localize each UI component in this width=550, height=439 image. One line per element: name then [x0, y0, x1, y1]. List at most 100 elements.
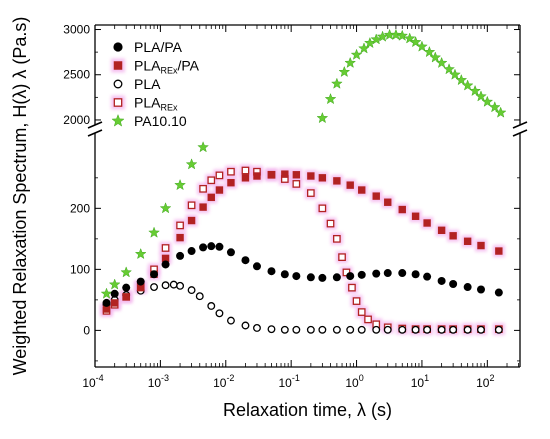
- data-point-pla: [463, 325, 472, 334]
- data-point-pla: [411, 325, 420, 334]
- data-point-pa10-10: [120, 266, 133, 278]
- data-point-pa10-10: [396, 29, 409, 41]
- data-point-pla-pa: [280, 270, 289, 279]
- data-point-plarex: [364, 315, 372, 324]
- data-point-pla-pa: [136, 277, 145, 286]
- data-point-pa10-10: [469, 84, 482, 97]
- data-point-plarex: [338, 253, 346, 262]
- data-point-plarex: [318, 204, 327, 213]
- data-point-plarex-pa: [318, 174, 327, 182]
- data-point-pla: [253, 323, 261, 332]
- data-point-pla-pa: [207, 242, 216, 251]
- data-point-pla-pa: [267, 267, 276, 276]
- data-point-pa10-10: [429, 51, 442, 63]
- data-point-pa10-10: [481, 95, 494, 107]
- data-point-pa10-10: [461, 79, 474, 91]
- axis-break-mark: [87, 121, 103, 129]
- x-tick-label: 100: [345, 373, 363, 390]
- data-point-pa10-10: [494, 106, 507, 118]
- data-point-plarex-pa: [267, 171, 276, 179]
- x-tick-label: 10-1: [278, 373, 299, 390]
- axis-break-mark: [87, 129, 103, 137]
- x-tick-label: 101: [411, 373, 429, 390]
- data-point-pla: [267, 325, 276, 334]
- data-point-pa10-10: [416, 40, 428, 52]
- data-point-plarex-pa: [411, 212, 420, 220]
- axis-break-mark: [512, 129, 528, 137]
- data-point-pla: [449, 325, 458, 334]
- data-marks-layer: [100, 28, 507, 334]
- y-tick-label: 2500: [63, 68, 90, 82]
- data-point-pla: [195, 292, 204, 301]
- data-point-plarex-pa: [358, 186, 366, 194]
- data-point-pla: [187, 286, 196, 295]
- data-point-pa10-10: [390, 28, 402, 40]
- x-tick-label: 10-4: [82, 373, 103, 390]
- data-point-pla: [306, 325, 315, 334]
- y-axis-title: Weighted Relaxation Spectrum, H(λ) λ (Pa…: [10, 17, 30, 376]
- data-point-plarex: [176, 221, 184, 230]
- data-point-pla-pa: [332, 273, 341, 282]
- data-point-plarex-pa: [372, 192, 380, 200]
- data-point-pla: [161, 281, 170, 290]
- data-point-pa10-10: [174, 178, 186, 191]
- data-point-plarex-pa: [110, 299, 119, 307]
- data-point-pa10-10: [403, 32, 416, 44]
- data-point-pla-pa: [398, 269, 407, 278]
- data-point-pla-pa: [226, 248, 235, 257]
- data-point-plarex: [357, 308, 366, 316]
- data-point-pla: [227, 316, 235, 325]
- data-point-pla-pa: [306, 273, 315, 282]
- data-point-pa10-10: [435, 56, 448, 69]
- data-point-pla-pa: [449, 280, 458, 289]
- data-point-pla-pa: [176, 251, 185, 260]
- data-point-pa10-10: [455, 73, 468, 86]
- data-point-pla: [398, 325, 407, 334]
- data-point-pa10-10: [148, 226, 160, 238]
- data-point-pla-pa: [494, 288, 503, 297]
- x-tick-label: 102: [476, 373, 494, 390]
- data-point-plarex-pa: [423, 219, 431, 227]
- data-point-plarex: [348, 283, 356, 292]
- data-point-pa10-10: [449, 68, 461, 80]
- data-point-pla: [346, 325, 355, 334]
- data-point-plarex-pa: [495, 247, 503, 255]
- data-point-plarex-pa: [215, 186, 224, 194]
- x-tick-label: 10-2: [213, 373, 234, 390]
- data-point-pa10-10: [324, 92, 337, 105]
- legend-label-pa10-10: PA10.10: [134, 113, 187, 129]
- data-point-pla-pa: [318, 273, 327, 282]
- legend-marker-plarex: [113, 98, 123, 107]
- y-tick-label: 2000: [63, 113, 90, 127]
- data-point-pla: [150, 283, 159, 292]
- data-point-pla-pa: [241, 256, 250, 265]
- data-point-plarex-pa: [207, 193, 215, 202]
- data-point-plarex-pa: [281, 170, 289, 178]
- data-point-plarex-pa: [292, 171, 301, 179]
- data-point-plarex: [306, 189, 315, 197]
- data-point-pa10-10: [185, 158, 198, 170]
- data-point-pa10-10: [475, 90, 487, 102]
- data-point-pla-pa: [110, 289, 119, 298]
- data-point-pla: [437, 325, 446, 334]
- data-point-pa10-10: [330, 77, 343, 89]
- data-point-plarex-pa: [384, 198, 392, 206]
- marker-halo-layer: [100, 164, 505, 336]
- data-point-pla: [383, 325, 392, 334]
- data-point-pla-pa: [346, 272, 355, 281]
- data-point-plarex-pa: [187, 216, 196, 225]
- y-tick-label: 200: [70, 201, 90, 215]
- legend-marker-plarex-pa: [113, 61, 123, 70]
- legend-label-plarex-pa: PLAREx/PA: [134, 58, 200, 76]
- y-tick-label: 3000: [63, 23, 90, 37]
- x-axis-title: Relaxation time, λ (s): [223, 400, 392, 420]
- data-point-plarex: [352, 297, 361, 305]
- data-point-pla-pa: [437, 276, 446, 285]
- data-point-pa10-10: [409, 35, 422, 48]
- data-point-plarex-pa: [241, 174, 250, 182]
- axes-layer: 10-4 10-3 10-2 10-1 100 101 102 0 100 200 2000 2500…: [10, 17, 528, 420]
- data-point-pa10-10: [197, 141, 210, 153]
- data-point-plarex: [215, 171, 224, 180]
- data-point-plarex-pa: [122, 293, 130, 301]
